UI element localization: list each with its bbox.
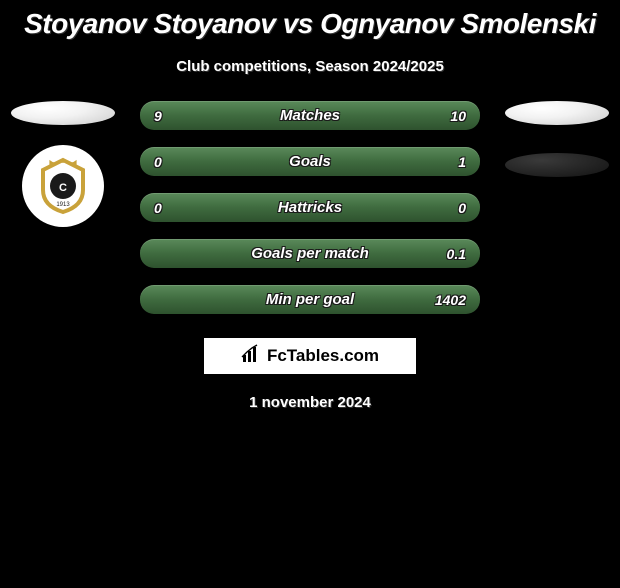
stat-bars: 9 Matches 10 0 Goals 1 0 Hattricks 0 Goa… <box>140 101 480 314</box>
subtitle: Club competitions, Season 2024/2025 <box>0 58 620 75</box>
right-placeholder-ellipse-2 <box>505 153 609 177</box>
stat-label: Min per goal <box>266 291 354 308</box>
stat-left-value: 9 <box>154 108 162 124</box>
stat-bar-min-per-goal: Min per goal 1402 <box>140 285 480 314</box>
right-placeholder-ellipse-1 <box>505 101 609 125</box>
comparison-panel: C 1913 9 Matches 10 0 Goals 1 <box>0 101 620 411</box>
page-title: Stoyanov Stoyanov vs Ognyanov Smolenski <box>0 8 620 40</box>
chart-icon <box>241 344 261 369</box>
left-placeholder-ellipse-1 <box>11 101 115 125</box>
brand-text: FcTables.com <box>267 346 379 366</box>
stat-label: Matches <box>280 107 340 124</box>
stat-right-value: 1402 <box>435 292 466 308</box>
right-player-column <box>502 101 612 177</box>
stat-label: Hattricks <box>278 199 342 216</box>
stat-bar-goals-per-match: Goals per match 0.1 <box>140 239 480 268</box>
stat-left-value: 0 <box>154 200 162 216</box>
date-text: 1 november 2024 <box>0 394 620 411</box>
stat-bar-goals: 0 Goals 1 <box>140 147 480 176</box>
stat-label: Goals <box>289 153 331 170</box>
stat-right-value: 10 <box>450 108 466 124</box>
left-player-column: C 1913 <box>8 101 118 227</box>
brand-box: FcTables.com <box>202 336 418 376</box>
stat-left-value: 0 <box>154 154 162 170</box>
crest-year: 1913 <box>56 202 70 208</box>
crest-letter: C <box>59 182 67 194</box>
club-crest-icon: C 1913 <box>33 156 93 216</box>
stat-right-value: 1 <box>458 154 466 170</box>
stat-bar-hattricks: 0 Hattricks 0 <box>140 193 480 222</box>
stat-right-value: 0 <box>458 200 466 216</box>
left-club-badge: C 1913 <box>22 145 104 227</box>
stat-label: Goals per match <box>251 245 369 262</box>
stat-right-value: 0.1 <box>447 246 466 262</box>
stat-bar-matches: 9 Matches 10 <box>140 101 480 130</box>
